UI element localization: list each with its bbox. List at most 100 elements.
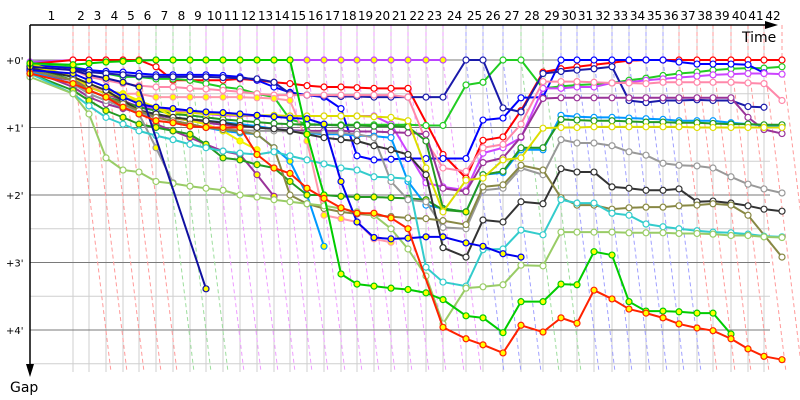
x-tick-label: 1 xyxy=(48,9,56,23)
data-point xyxy=(462,208,470,216)
data-point xyxy=(186,182,194,190)
x-tick-label: 13 xyxy=(258,9,273,23)
data-point xyxy=(539,262,547,270)
data-point xyxy=(387,214,395,222)
data-point xyxy=(462,56,470,64)
data-point xyxy=(270,148,278,156)
data-point xyxy=(152,83,160,91)
data-point xyxy=(337,215,345,223)
data-point xyxy=(642,229,650,237)
data-point xyxy=(353,84,361,92)
data-point xyxy=(353,130,361,138)
x-axis-label: Time xyxy=(741,30,776,46)
data-point xyxy=(608,295,616,303)
data-point xyxy=(462,167,470,175)
data-point xyxy=(85,86,93,94)
data-point xyxy=(462,81,470,89)
data-point xyxy=(625,94,633,102)
data-point xyxy=(219,147,227,155)
x-tick-label: 29 xyxy=(544,9,559,23)
data-point xyxy=(286,152,294,160)
data-point xyxy=(202,144,210,152)
data-point xyxy=(253,111,261,119)
data-point xyxy=(404,84,412,92)
data-point xyxy=(422,215,430,223)
data-point xyxy=(744,69,752,78)
data-point xyxy=(370,91,378,99)
x-tick-label: 26 xyxy=(485,9,500,23)
data-point xyxy=(642,151,650,159)
data-point xyxy=(590,168,598,176)
data-point xyxy=(69,61,77,69)
data-point xyxy=(303,130,311,138)
data-point xyxy=(744,113,752,121)
data-point xyxy=(727,173,735,181)
data-point xyxy=(69,80,77,88)
lap-line xyxy=(781,25,800,212)
data-point xyxy=(659,78,667,86)
data-point xyxy=(778,189,786,197)
data-point xyxy=(625,298,633,306)
x-tick-label: 34 xyxy=(630,9,645,23)
data-point xyxy=(462,312,470,320)
data-point xyxy=(693,72,701,80)
data-point xyxy=(744,231,752,240)
data-point xyxy=(119,57,127,65)
series-blue-lapped xyxy=(26,66,525,261)
data-point xyxy=(219,186,227,194)
data-point xyxy=(573,116,581,124)
x-tick-label: 35 xyxy=(647,9,662,23)
data-point xyxy=(320,134,328,142)
data-point xyxy=(404,225,412,233)
data-point xyxy=(169,83,177,91)
data-point xyxy=(85,59,93,67)
data-point xyxy=(462,335,470,343)
data-point xyxy=(422,121,430,130)
x-tick-label: 24 xyxy=(447,9,462,23)
data-point xyxy=(320,160,328,168)
data-point xyxy=(760,185,768,193)
data-point xyxy=(539,94,547,103)
x-tick-label: 4 xyxy=(111,9,119,23)
data-point xyxy=(320,91,328,99)
data-point xyxy=(642,123,650,131)
data-point xyxy=(439,56,447,64)
data-point xyxy=(404,117,412,125)
data-point xyxy=(760,56,768,64)
data-point xyxy=(169,119,177,127)
data-point xyxy=(439,233,447,241)
data-point xyxy=(102,58,110,66)
data-point xyxy=(727,335,735,343)
data-point xyxy=(270,94,278,103)
data-point xyxy=(119,71,127,79)
x-tick-label: 32 xyxy=(595,9,610,23)
data-point xyxy=(608,63,616,71)
data-point xyxy=(693,324,701,332)
series-line xyxy=(29,72,392,244)
x-tick-label: 7 xyxy=(161,9,169,23)
data-point xyxy=(370,156,378,164)
data-point xyxy=(202,117,210,125)
data-point xyxy=(152,93,160,101)
data-point xyxy=(557,115,565,124)
data-point xyxy=(370,193,378,201)
data-point xyxy=(186,140,194,148)
data-point xyxy=(479,144,487,152)
x-tick-label: 9 xyxy=(194,9,202,23)
data-point xyxy=(439,208,447,216)
time-axis-arrow-icon xyxy=(765,21,778,29)
data-point xyxy=(337,129,345,137)
data-point xyxy=(675,161,683,169)
data-point xyxy=(709,309,717,317)
data-point xyxy=(236,110,244,118)
data-point xyxy=(303,56,311,64)
data-point xyxy=(744,102,752,111)
data-point xyxy=(236,149,244,157)
data-point xyxy=(744,123,752,132)
data-point xyxy=(590,286,598,294)
data-point xyxy=(337,136,345,144)
data-point xyxy=(337,121,345,130)
data-point xyxy=(462,284,470,292)
x-tick-label: 6 xyxy=(144,9,152,23)
data-point xyxy=(219,109,227,117)
